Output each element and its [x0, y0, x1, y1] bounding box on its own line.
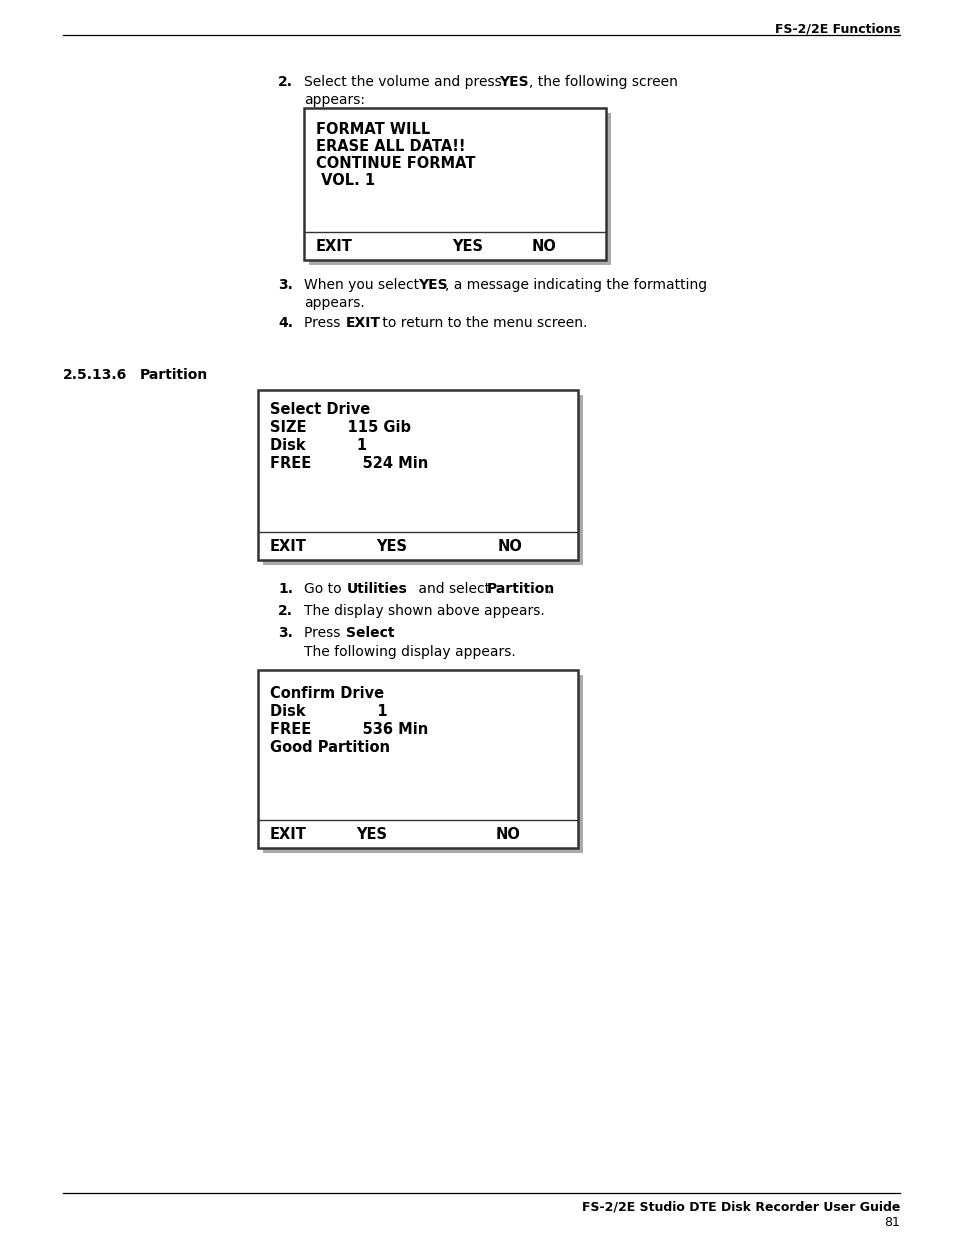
Text: NO: NO: [532, 240, 557, 254]
Text: EXIT: EXIT: [346, 316, 380, 330]
Bar: [257, 671, 578, 848]
Bar: [309, 112, 610, 266]
Text: 4.: 4.: [277, 316, 293, 330]
Text: 3.: 3.: [277, 626, 293, 640]
Text: FS-2/2E Studio DTE Disk Recorder User Guide: FS-2/2E Studio DTE Disk Recorder User Gu…: [581, 1200, 899, 1213]
Bar: [257, 390, 578, 559]
Text: , the following screen: , the following screen: [529, 75, 678, 89]
Text: The display shown above appears.: The display shown above appears.: [304, 604, 544, 618]
Text: and select: and select: [414, 582, 494, 597]
Text: .: .: [391, 626, 395, 640]
Text: VOL. 1: VOL. 1: [315, 173, 375, 188]
Text: Partition: Partition: [140, 368, 208, 382]
Text: 3.: 3.: [277, 278, 293, 291]
Text: NO: NO: [496, 827, 520, 842]
Text: When you select: When you select: [304, 278, 423, 291]
Text: Disk          1: Disk 1: [270, 438, 367, 453]
Text: Disk              1: Disk 1: [270, 704, 387, 719]
Text: FS-2/2E Functions: FS-2/2E Functions: [774, 22, 899, 35]
Text: EXIT: EXIT: [270, 538, 307, 555]
Text: to return to the menu screen.: to return to the menu screen.: [377, 316, 587, 330]
Text: Utilities: Utilities: [347, 582, 407, 597]
Text: 2.5.13.6: 2.5.13.6: [63, 368, 127, 382]
Text: Press: Press: [304, 316, 344, 330]
Text: Partition: Partition: [486, 582, 555, 597]
Text: 81: 81: [883, 1216, 899, 1229]
Text: appears.: appears.: [304, 296, 364, 310]
Text: Go to: Go to: [304, 582, 346, 597]
Text: Select: Select: [346, 626, 395, 640]
Text: EXIT: EXIT: [315, 240, 353, 254]
Text: The following display appears.: The following display appears.: [304, 645, 516, 659]
Text: 1.: 1.: [277, 582, 293, 597]
Text: Good Partition: Good Partition: [270, 740, 390, 755]
Text: Select the volume and press: Select the volume and press: [304, 75, 506, 89]
Text: YES: YES: [417, 278, 447, 291]
Text: FORMAT WILL: FORMAT WILL: [315, 122, 430, 137]
Text: appears:: appears:: [304, 93, 365, 107]
Text: , a message indicating the formatting: , a message indicating the formatting: [444, 278, 706, 291]
Text: CONTINUE FORMAT: CONTINUE FORMAT: [315, 156, 475, 170]
Bar: [263, 395, 582, 564]
Text: YES: YES: [375, 538, 407, 555]
Text: SIZE        115 Gib: SIZE 115 Gib: [270, 420, 411, 435]
Text: NO: NO: [497, 538, 522, 555]
Text: Select Drive: Select Drive: [270, 403, 370, 417]
Text: .: .: [546, 582, 551, 597]
Text: YES: YES: [498, 75, 528, 89]
Bar: [263, 676, 582, 853]
Text: 2.: 2.: [277, 604, 293, 618]
Text: 2.: 2.: [277, 75, 293, 89]
Bar: [304, 107, 605, 261]
Text: Press: Press: [304, 626, 344, 640]
Text: FREE          524 Min: FREE 524 Min: [270, 456, 428, 471]
Text: ERASE ALL DATA!!: ERASE ALL DATA!!: [315, 140, 465, 154]
Text: Confirm Drive: Confirm Drive: [270, 685, 384, 701]
Text: FREE          536 Min: FREE 536 Min: [270, 722, 428, 737]
Text: YES: YES: [452, 240, 482, 254]
Text: YES: YES: [355, 827, 387, 842]
Text: EXIT: EXIT: [270, 827, 307, 842]
